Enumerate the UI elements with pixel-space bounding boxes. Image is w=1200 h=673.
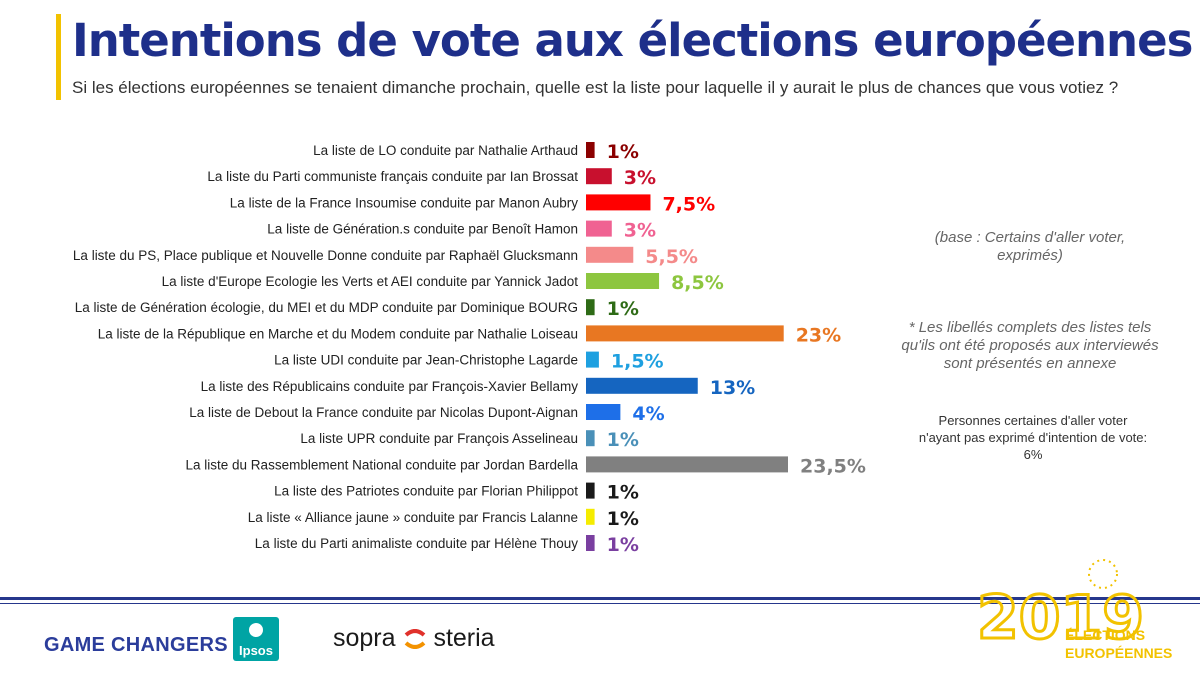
title-accent-bar [56,14,61,100]
page-title: Intentions de vote aux élections europée… [72,14,1193,67]
footer-divider-thin [0,603,1200,604]
category-label: La liste des Patriotes conduite par Flor… [274,484,578,499]
category-label: La liste de Génération écologie, du MEI … [75,300,578,315]
bar [586,482,595,499]
bar [586,377,698,394]
game-changers-text: GAME CHANGERS [44,634,228,656]
sopra-text: sopra [333,624,396,652]
bar [586,325,784,342]
category-label: La liste de la République en Marche et d… [98,326,578,341]
bar [586,220,612,237]
logo-line2: EUROPÉENNES [1065,645,1172,661]
ipsos-logo-dot [249,623,263,637]
bar [586,508,595,525]
value-label: 1% [607,141,639,163]
sopra-steria-mark-icon [404,629,425,650]
value-label: 3% [624,220,656,242]
logo-line1: ÉLECTIONS [1065,627,1145,643]
category-label: La liste UPR conduite par François Assel… [300,431,578,446]
bar-chart: La liste de LO conduite par Nathalie Art… [73,141,866,556]
base-note: (base : Certains d'aller voter, exprimés… [934,229,1126,264]
value-label: 5,5% [645,246,698,268]
category-label: La liste du PS, Place publique et Nouvel… [73,248,578,263]
bar [586,456,788,473]
page-subtitle: Si les élections européennes se tenaient… [72,78,1119,97]
value-label: 8,5% [671,272,724,294]
value-label: 4% [632,403,664,425]
category-label: La liste « Alliance jaune » conduite par… [248,510,578,525]
bar [586,273,660,289]
bar [586,404,621,420]
eu-stars-icon [1088,559,1118,589]
category-label: La liste de LO conduite par Nathalie Art… [313,143,578,158]
category-label: La liste des Républicains conduite par F… [201,379,579,394]
category-label: La liste d'Europe Ecologie les Verts et … [162,274,579,289]
value-label: 1% [607,482,639,504]
bar [586,194,651,211]
european-elections-2019-logo: 2019 ÉLECTIONS EUROPÉENNES [976,559,1172,661]
value-label: 3% [624,167,656,189]
unexpressed-note: Personnes certaines d'aller voter n'ayan… [918,413,1148,462]
category-label: La liste de Génération.s conduite par Be… [267,222,578,237]
bar [586,168,612,185]
logo-year: 2019 [977,583,1144,653]
ipsos-logo: Ipsos [233,617,279,661]
category-label: La liste de Debout la France conduite pa… [189,405,578,420]
value-label: 1% [607,429,639,451]
bar [586,535,595,551]
bar [586,246,634,263]
category-label: La liste du Parti animaliste conduite pa… [255,536,578,551]
category-label: La liste du Parti communiste français co… [207,169,578,184]
footnote: * Les libellés complets des listes tels … [901,319,1159,372]
footer-divider [0,597,1200,600]
ipsos-logo-text: Ipsos [239,643,273,658]
sopra-steria-logo: sopra steria [333,624,495,653]
value-label: 23,5% [800,455,866,477]
value-label: 1% [607,298,639,320]
bar [586,351,599,368]
steria-text: steria [433,624,495,652]
bar [586,430,595,447]
value-label: 23% [796,324,841,346]
value-label: 7,5% [662,193,715,215]
bar [586,299,595,316]
value-label: 13% [710,377,755,399]
category-label: La liste de la France Insoumise conduite… [230,195,578,210]
value-label: 1% [607,508,639,530]
value-label: 1% [607,534,639,556]
category-label: La liste UDI conduite par Jean-Christoph… [274,353,578,368]
bar [586,142,595,158]
category-label: La liste du Rassemblement National condu… [186,457,579,472]
value-label: 1,5% [611,351,664,373]
